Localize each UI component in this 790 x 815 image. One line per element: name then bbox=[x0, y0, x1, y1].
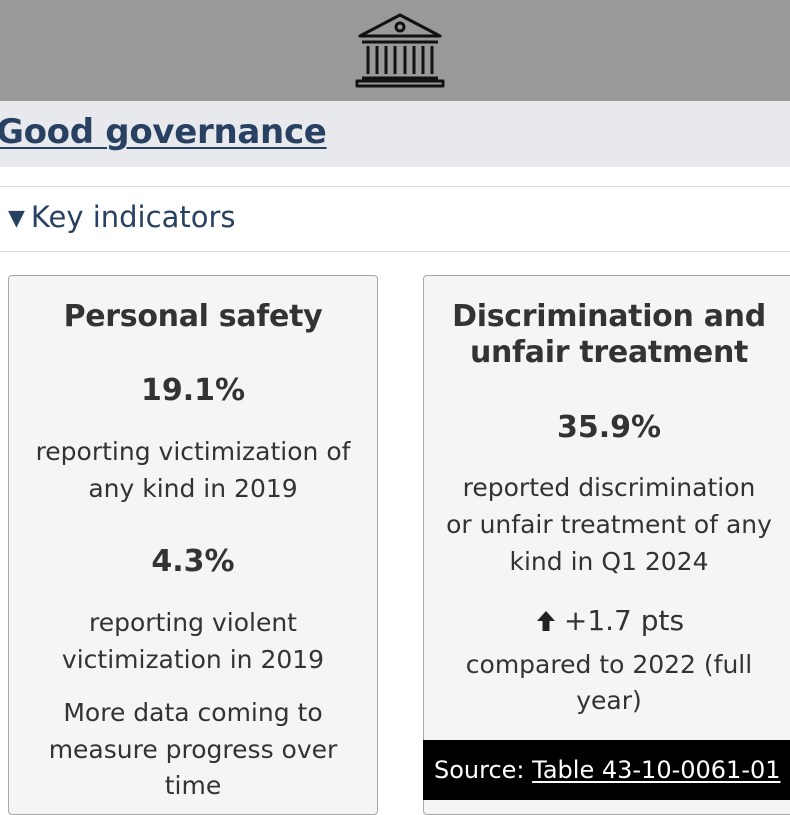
section-banner bbox=[0, 0, 790, 101]
indicator-card-discrimination: Discrimination and unfair treatment 35.9… bbox=[423, 275, 790, 815]
card-title: Discrimination and bbox=[452, 299, 766, 334]
indicator-value: 4.3% bbox=[151, 544, 235, 579]
caret-down-icon: ▼ bbox=[8, 206, 25, 231]
note-text: measure progress over bbox=[48, 735, 338, 764]
comparison-text: year) bbox=[576, 686, 642, 715]
indicator-value: 35.9% bbox=[556, 410, 662, 445]
indicator-description: victimization in 2019 bbox=[61, 645, 325, 674]
divider bbox=[0, 186, 790, 187]
source-label: Source: bbox=[434, 756, 533, 784]
indicator-description: reported discrimination bbox=[462, 473, 756, 502]
note-text: More data coming to bbox=[63, 698, 323, 727]
divider bbox=[0, 251, 790, 252]
card-title: unfair treatment bbox=[469, 335, 749, 370]
indicator-value: 19.1% bbox=[140, 373, 246, 408]
key-indicators-label: Key indicators bbox=[30, 200, 236, 234]
change-indicator: +1.7 pts bbox=[424, 603, 790, 639]
source-footer: Source: Table 43-10-0061-01 bbox=[423, 740, 790, 800]
indicator-description: reporting violent bbox=[89, 608, 297, 637]
page-title-link[interactable]: Good governance bbox=[0, 112, 327, 152]
indicator-card-personal-safety: Personal safety 19.1% reporting victimiz… bbox=[8, 275, 378, 815]
indicator-description: any kind in 2019 bbox=[88, 474, 298, 503]
key-indicators-toggle[interactable]: ▼ Key indicators bbox=[8, 200, 235, 234]
card-title: Personal safety bbox=[63, 299, 323, 334]
arrow-up-icon bbox=[536, 611, 555, 631]
indicator-description: reporting victimization of bbox=[35, 437, 351, 466]
note-text: time bbox=[164, 771, 222, 800]
indicator-description: or unfair treatment of any bbox=[446, 510, 772, 539]
indicator-description: kind in Q1 2024 bbox=[509, 547, 709, 576]
source-table-link[interactable]: Table 43-10-0061-01 bbox=[532, 756, 781, 784]
change-value: +1.7 pts bbox=[563, 604, 685, 637]
title-bar bbox=[0, 101, 790, 167]
comparison-text: compared to 2022 (full bbox=[465, 650, 753, 679]
government-building-icon bbox=[355, 13, 445, 88]
